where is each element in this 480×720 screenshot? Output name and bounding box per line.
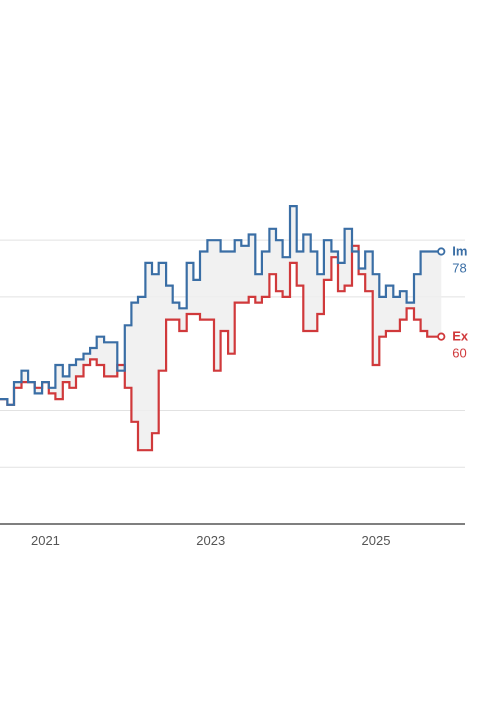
series-name-ex: Ex <box>452 329 469 344</box>
series-line-ex <box>0 244 442 452</box>
x-tick-labels: 2021 2023 2025 <box>31 533 390 548</box>
x-tick-label: 2023 <box>196 533 225 548</box>
series-end-value-ex: 60 <box>452 346 466 361</box>
end-marker-ex <box>437 332 446 341</box>
series-line-im <box>0 205 442 406</box>
x-tick-label: 2025 <box>362 533 391 548</box>
series-end-value-im: 78 <box>452 261 466 276</box>
series-lines <box>0 205 442 452</box>
x-tick-label: 2021 <box>31 533 60 548</box>
end-labels: Im 78 Ex 60 <box>437 244 469 361</box>
series-name-im: Im <box>452 244 467 259</box>
end-marker-im <box>437 247 446 256</box>
